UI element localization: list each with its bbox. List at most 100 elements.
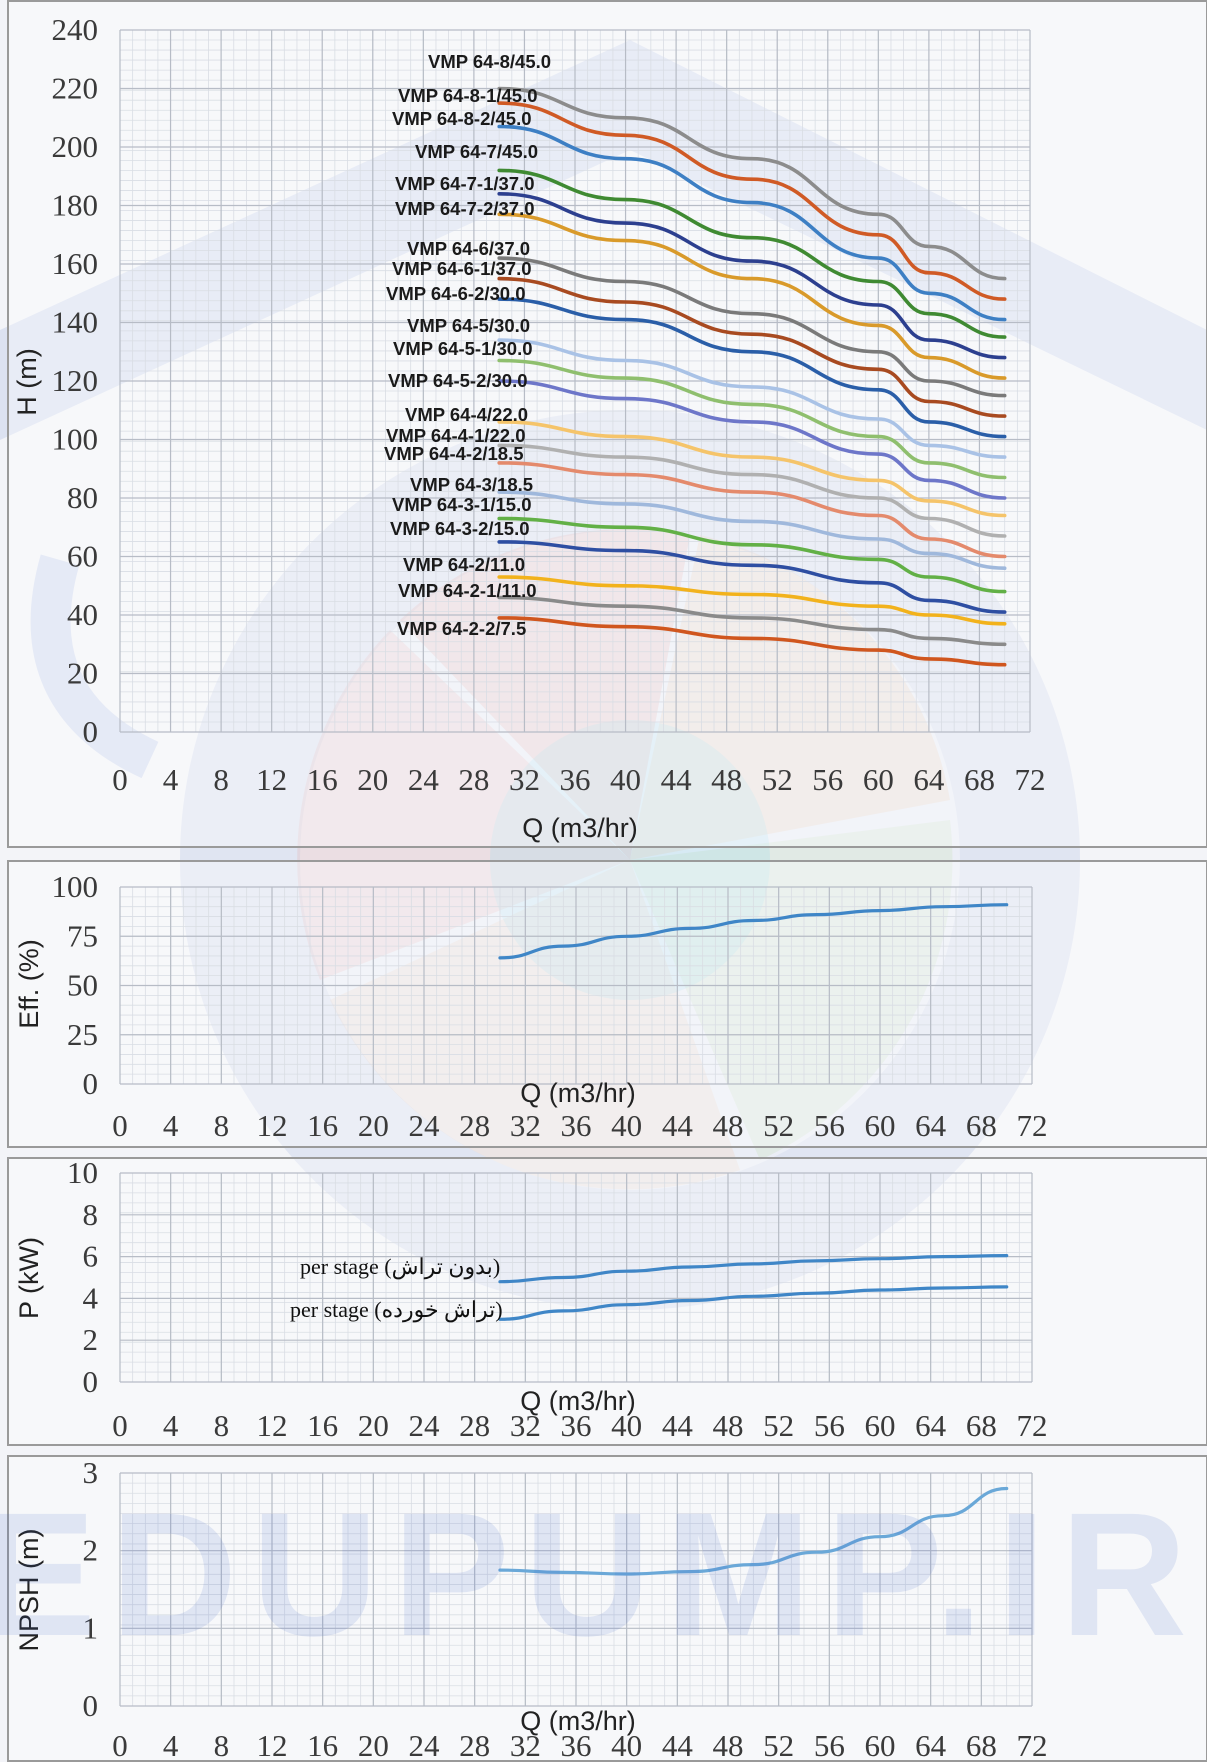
y-tick-label: 180	[52, 188, 99, 223]
series-line-12	[497, 379, 1007, 500]
series-line-2	[497, 101, 1007, 301]
x-tick-label: 44	[662, 1108, 694, 1143]
x-tick-label: 24	[409, 1408, 441, 1443]
series-line-1	[498, 1254, 1009, 1284]
y-tick-label: 0	[83, 1066, 99, 1101]
series-line-4	[497, 168, 1007, 339]
series-line-3	[497, 124, 1007, 322]
x-tick-label: 36	[561, 1108, 592, 1143]
y-tick-label: 140	[52, 305, 99, 340]
y-tick-label: 120	[52, 363, 99, 398]
x-tick-label: 12	[257, 1108, 288, 1143]
x-tick-label: 64	[915, 1408, 947, 1443]
x-tick-label: 36	[560, 762, 591, 797]
y-tick-label: 200	[52, 129, 99, 164]
x-tick-label: 56	[814, 1728, 845, 1762]
x-tick-label: 48	[713, 1108, 744, 1143]
y-tick-label: 60	[67, 539, 98, 574]
series-label: VMP 64-5-1/30.0	[393, 338, 533, 359]
series-label: VMP 64-7/45.0	[415, 141, 538, 162]
x-tick-label: 4	[163, 1728, 179, 1762]
x-tick-label: 52	[763, 1408, 794, 1443]
series-annotation: per stage (بدون تراش)	[300, 1254, 500, 1280]
series-annotation: per stage (تراش خورده)	[290, 1297, 503, 1323]
series-line-10	[497, 338, 1007, 459]
series-line-20	[497, 595, 1007, 647]
x-tick-label: 72	[1015, 762, 1046, 797]
y-tick-label: 3	[83, 1455, 99, 1490]
y-axis-title: H (m)	[12, 348, 42, 415]
y-tick-label: 40	[67, 597, 98, 632]
series-label: VMP 64-5-2/30.0	[388, 370, 528, 391]
watermark-text: EDUPUMP.IR	[0, 1477, 1201, 1673]
chart-panels: 0 4 8 12 16 20 24 28 32 36 40 44 48 52 56 60 64 68 7202040…	[7, 0, 1207, 1762]
y-tick-label: 2	[83, 1533, 99, 1568]
series-label: VMP 64-2/11.0	[403, 554, 525, 575]
y-axis-title: P (kW)	[14, 1237, 44, 1319]
x-tick-label: 16	[307, 762, 338, 797]
major-grid	[119, 1472, 1033, 1707]
x-tick-label: 64	[913, 762, 945, 797]
y-tick-label: 0	[83, 714, 99, 749]
x-tick-label: 28	[459, 1728, 490, 1762]
y-tick-label: 8	[83, 1197, 99, 1232]
x-tick-label: 0	[112, 1108, 128, 1143]
x-tick-label: 8	[213, 762, 229, 797]
series-line-1	[498, 1486, 1009, 1576]
series-label: VMP 64-2-1/11.0	[398, 580, 537, 601]
x-tick-label: 40	[611, 1408, 642, 1443]
series-label: VMP 64-7-2/37.0	[395, 198, 535, 219]
x-tick-label: 68	[966, 1408, 997, 1443]
y-tick-label: 160	[52, 246, 99, 281]
series-label: VMP 64-8-1/45.0	[398, 85, 538, 106]
x-tick-label: 56	[814, 1408, 845, 1443]
y-tick-label: 20	[67, 656, 98, 691]
x-axis-title: Q (m3/hr)	[522, 813, 638, 843]
x-tick-label: 60	[863, 762, 894, 797]
x-tick-label: 16	[307, 1408, 338, 1443]
x-tick-label: 8	[214, 1108, 230, 1143]
watermark-drop-left	[30, 554, 159, 779]
x-tick-label: 48	[711, 762, 742, 797]
x-tick-label: 64	[915, 1728, 947, 1762]
series-label: VMP 64-8/45.0	[428, 51, 551, 72]
chart-panel-npsh: 0 4 8 12 16 20 24 28 32 36 40 44 48 52 56 60 64 68 720123Q…	[7, 1455, 1207, 1762]
x-tick-label: 56	[814, 1108, 845, 1143]
x-axis-title: Q (m3/hr)	[520, 1386, 636, 1416]
series-label: VMP 64-3-1/15.0	[392, 494, 532, 515]
x-tick-label: 8	[214, 1408, 230, 1443]
x-tick-label: 24	[409, 1728, 441, 1762]
x-tick-label: 16	[307, 1728, 338, 1762]
y-tick-label: 75	[67, 918, 98, 953]
series-line-19	[497, 575, 1007, 626]
x-tick-label: 60	[865, 1728, 896, 1762]
x-tick-label: 0	[112, 762, 128, 797]
x-tick-label: 8	[214, 1728, 230, 1762]
x-tick-label: 40	[610, 762, 641, 797]
series-label: VMP 64-6-2/30.0	[386, 283, 526, 304]
x-tick-label: 32	[510, 1408, 541, 1443]
series-line-14	[497, 443, 1007, 538]
series-label: VMP 64-8-2/45.0	[392, 108, 532, 129]
panel-frame	[7, 1157, 1207, 1446]
x-tick-label: 44	[662, 1728, 694, 1762]
x-tick-label: 20	[358, 1408, 389, 1443]
x-tick-label: 36	[561, 1728, 592, 1762]
series-line-11	[497, 358, 1007, 480]
major-grid	[119, 886, 1033, 1085]
x-tick-label: 68	[966, 1108, 997, 1143]
series-label: VMP 64-7-1/37.0	[395, 173, 535, 194]
x-tick-label: 48	[713, 1728, 744, 1762]
x-tick-label: 24	[408, 762, 440, 797]
x-tick-label: 28	[458, 762, 489, 797]
series-label: VMP 64-3-2/15.0	[390, 518, 530, 539]
x-tick-label: 20	[358, 1728, 389, 1762]
y-tick-label: 220	[52, 71, 99, 106]
series-label: VMP 64-4-2/18.5	[384, 443, 524, 464]
series-line-17	[497, 516, 1007, 594]
y-tick-label: 0	[83, 1364, 99, 1399]
series-line-13	[497, 420, 1007, 518]
series-line-8	[497, 276, 1007, 418]
